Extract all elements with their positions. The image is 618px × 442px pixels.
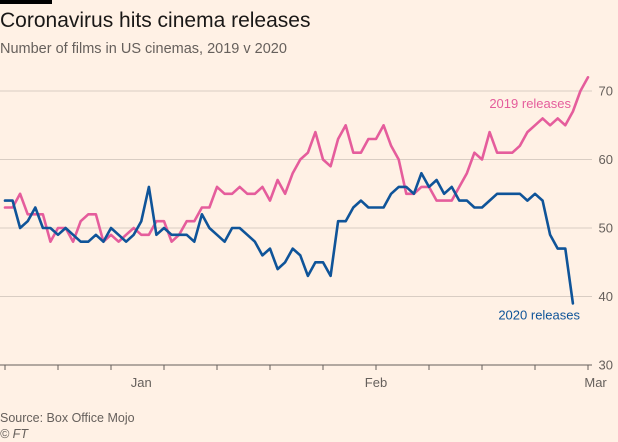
x-tick-label: Mar	[584, 375, 607, 390]
series-line-2019	[3, 76, 590, 243]
y-tick-label: 40	[599, 289, 613, 304]
series-labels: 2019 releases 2020 releases	[489, 96, 580, 323]
series-line-2020	[3, 171, 575, 305]
x-tick-label: Jan	[131, 375, 152, 390]
y-axis-tick-labels: 30 40 50 60 70	[599, 84, 613, 373]
ft-top-bar	[0, 0, 52, 4]
y-tick-label: 50	[599, 221, 613, 236]
series-label-2019: 2019 releases	[489, 96, 571, 111]
series-lines	[3, 76, 590, 305]
source-note: Source: Box Office Mojo	[0, 411, 135, 425]
y-tick-label: 70	[599, 84, 613, 99]
x-axis: Jan Feb Mar	[0, 364, 607, 390]
chart-subtitle: Number of films in US cinemas, 2019 v 20…	[0, 41, 287, 57]
y-tick-label: 30	[599, 358, 613, 373]
chart-title: Coronavirus hits cinema releases	[0, 9, 311, 32]
series-label-2020: 2020 releases	[498, 308, 580, 323]
y-tick-label: 60	[599, 152, 613, 167]
x-tick-label: Feb	[365, 375, 387, 390]
ft-credit: © FT	[0, 427, 28, 441]
